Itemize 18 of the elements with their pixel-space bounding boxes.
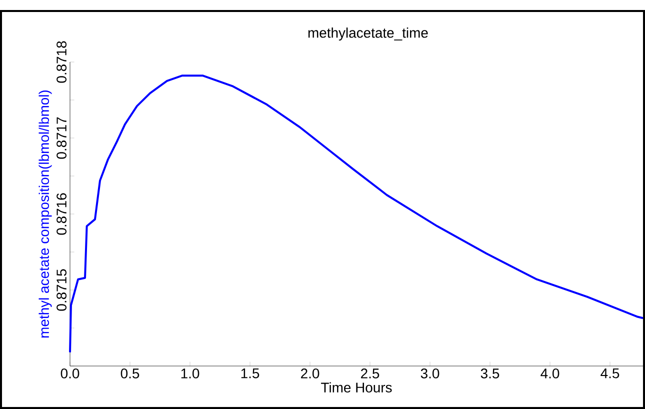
y-tick-label: 0.8718 <box>56 41 66 83</box>
x-tick-label: 2.5 <box>361 368 380 378</box>
x-axis-title: Time Hours <box>321 382 392 392</box>
chart-title: methylacetate_time <box>308 28 428 41</box>
y-axis-title: methyl acetate composition(lbmol/lbmol) <box>38 90 52 338</box>
y-tick-label: 0.8717 <box>56 117 66 159</box>
x-tick-label: 0.5 <box>120 368 140 378</box>
y-tick-label: 0.8716 <box>56 193 66 235</box>
x-tick-label: 2.0 <box>301 368 320 378</box>
x-tick-label: 1.0 <box>181 368 200 378</box>
x-tick-label: 4.0 <box>540 368 560 378</box>
x-tick-label: 0.0 <box>60 368 80 378</box>
y-tick-label: 0.8715 <box>56 269 66 311</box>
x-tick-label: 3.5 <box>480 368 500 378</box>
x-tick-label: 1.5 <box>241 368 260 378</box>
line-series <box>69 74 644 354</box>
x-tick-label: 4.5 <box>600 368 620 378</box>
x-tick-label: 3.0 <box>420 368 440 378</box>
